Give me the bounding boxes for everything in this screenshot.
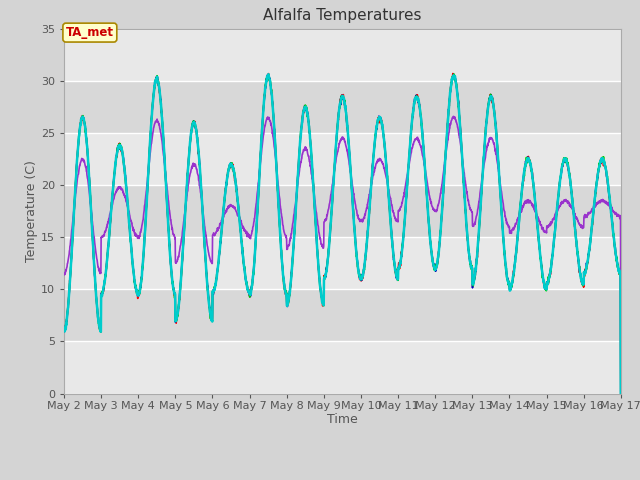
PanelT	[504, 278, 512, 284]
Line: SonicT: SonicT	[64, 117, 621, 394]
PanelT	[371, 143, 378, 149]
PanelT	[358, 273, 366, 278]
AM25T_PRT	[617, 391, 625, 397]
SonicT	[617, 391, 625, 396]
Line: NR01_PRT: NR01_PRT	[64, 74, 621, 395]
SonicT	[584, 213, 591, 218]
PanelT	[568, 192, 575, 198]
X-axis label: Time: Time	[327, 413, 358, 426]
NR01_PRT	[617, 392, 625, 397]
PanelT	[617, 392, 625, 397]
HMP60	[568, 192, 575, 198]
AM25T_PRT	[265, 72, 273, 77]
NR01_PRT	[216, 251, 223, 257]
Line: PanelT: PanelT	[64, 73, 621, 395]
HMP60	[371, 142, 378, 147]
NR01_PRT	[358, 274, 366, 280]
Bar	[64, 81, 621, 133]
NR01_PRT	[568, 192, 575, 198]
HMP60	[584, 260, 591, 266]
NR01_PRT	[371, 144, 378, 149]
Bar	[64, 341, 621, 394]
Y-axis label: Temperature (C): Temperature (C)	[25, 160, 38, 262]
SonicT	[450, 114, 458, 120]
HMP60	[60, 328, 68, 334]
SonicT	[60, 272, 68, 277]
AM25T_PRT	[504, 278, 512, 284]
Bar	[64, 133, 621, 185]
HMP60	[617, 388, 625, 394]
NR01_PRT	[450, 71, 458, 77]
AM25T_PRT	[359, 272, 367, 278]
AM25T_PRT	[584, 260, 591, 265]
SonicT	[216, 224, 223, 230]
Line: AM25T_PRT: AM25T_PRT	[64, 74, 621, 394]
NR01_PRT	[60, 326, 68, 332]
HMP60	[358, 271, 366, 277]
HMP60	[216, 252, 223, 257]
AM25T_PRT	[216, 252, 223, 257]
AM25T_PRT	[568, 192, 575, 198]
HMP60	[450, 72, 458, 77]
Bar	[64, 29, 621, 81]
Title: Alfalfa Temperatures: Alfalfa Temperatures	[263, 9, 422, 24]
NR01_PRT	[584, 262, 591, 268]
NR01_PRT	[504, 282, 512, 288]
PanelT	[60, 328, 68, 334]
Bar	[64, 289, 621, 341]
AM25T_PRT	[371, 139, 379, 144]
PanelT	[584, 260, 591, 265]
HMP60	[504, 282, 512, 288]
AM25T_PRT	[60, 326, 68, 332]
PanelT	[216, 253, 223, 259]
Text: TA_met: TA_met	[66, 26, 114, 39]
Line: HMP60: HMP60	[64, 74, 621, 391]
SonicT	[568, 204, 575, 210]
SonicT	[371, 168, 378, 174]
Bar	[64, 185, 621, 237]
SonicT	[358, 217, 366, 223]
PanelT	[449, 71, 457, 76]
SonicT	[504, 224, 512, 229]
Bar	[64, 237, 621, 289]
